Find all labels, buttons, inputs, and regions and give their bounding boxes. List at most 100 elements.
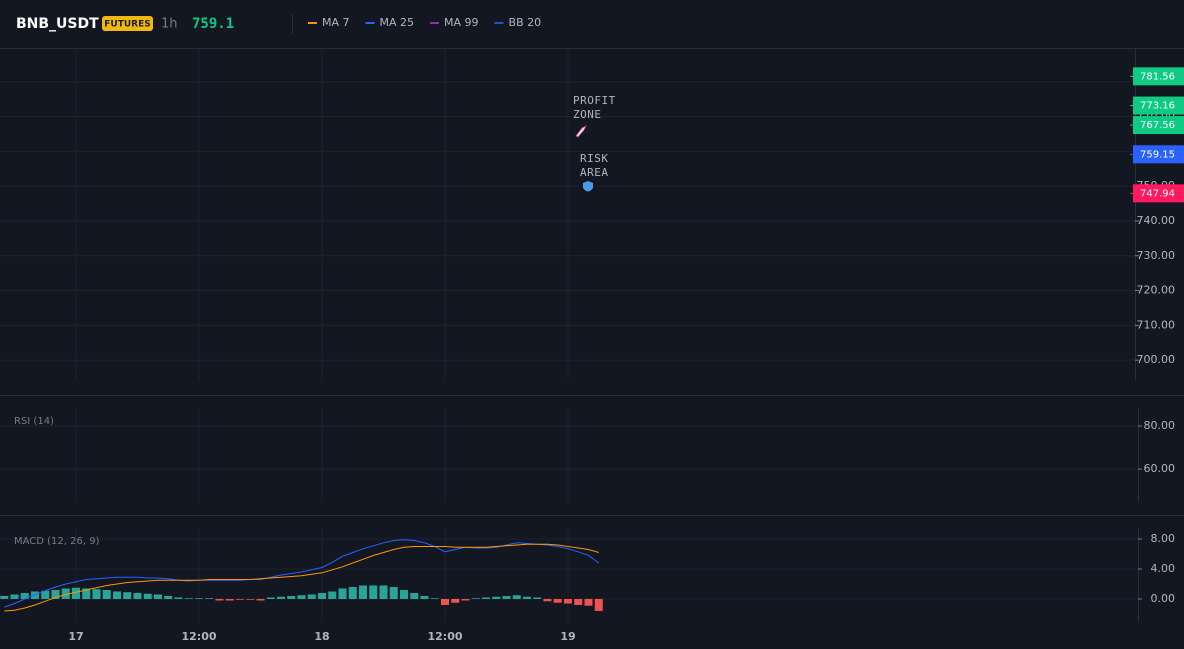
x-tick-label: 12:00 [427,630,462,643]
histogram-bar [225,598,234,601]
y-tick-label: 700.00 [1137,353,1176,366]
histogram-bar [82,588,91,599]
legend-label[interactable]: MA 7 [322,16,350,29]
histogram-bar [564,598,572,604]
y-tick-label: 730.00 [1137,249,1176,262]
symbol[interactable]: BNB_USDT [16,16,99,32]
price-tag [1133,96,1184,115]
histogram-bar [461,598,470,601]
y-tick-label: 8.00 [1151,532,1176,545]
histogram-bar [113,591,121,599]
pane-title: RSI (14) [14,416,54,427]
histogram-bar [154,594,162,599]
histogram-bar [420,595,429,599]
badge: FUTURES [104,20,150,30]
histogram-bar [72,587,80,599]
x-tick-label: 18 [314,630,329,643]
histogram-bar [594,598,603,611]
histogram-bar [297,595,306,599]
histogram-bar [369,585,378,599]
badge-bg [102,16,153,31]
histogram-bar [236,598,244,600]
rocket-icon [575,125,587,138]
last-price: 759.1 [192,16,234,32]
histogram-bar [20,592,29,599]
legend-label[interactable]: MA 25 [380,16,415,29]
histogram-bar [441,598,449,605]
histogram-bar [359,585,367,599]
histogram-bar [184,598,193,599]
x-tick-label: 17 [68,630,83,643]
histogram-bar [51,589,60,599]
annotation: RISK [580,152,609,165]
histogram-bar [174,597,183,599]
y-tick-label: 740.00 [1137,214,1176,227]
histogram-bar [61,588,70,599]
histogram-bar [123,592,132,599]
x-tick-label: 12:00 [181,630,216,643]
y-tick-label: 0.00 [1151,592,1176,605]
histogram-bar [102,589,111,599]
histogram-bar [256,598,265,601]
histogram-bar [318,592,326,599]
price-tag-label: 759.15 [1140,149,1175,160]
price-tag-label: 781.56 [1140,71,1175,82]
histogram-bar [471,598,480,599]
y-tick-label: 4.00 [1151,562,1176,575]
histogram-bar [0,595,9,599]
pane-title: MACD (12, 26, 9) [14,536,100,547]
annotation: PROFIT [573,94,616,107]
histogram-bar [266,597,275,599]
histogram-bar [195,598,203,599]
histogram-bar [92,589,101,599]
histogram-bar [574,598,583,605]
x-tick-label: 19 [560,630,575,643]
histogram-bar [389,586,398,599]
price-tag [1133,145,1184,164]
histogram-bar [523,596,531,599]
y-tick-label: 80.00 [1144,419,1176,432]
histogram-bar [410,592,419,599]
histogram-bar [246,598,255,600]
histogram-bar [400,589,408,599]
histogram-bar [348,586,357,599]
histogram-bar [328,591,337,599]
price-tag [1133,116,1184,135]
price-tag [1133,67,1184,86]
histogram-bar [533,597,542,599]
histogram-bar [512,595,521,599]
price-tag-label: 747.94 [1140,188,1175,199]
histogram-bar [287,595,296,599]
legend-label[interactable]: BB 20 [509,16,542,29]
legend-label[interactable]: MA 99 [444,16,479,29]
histogram-bar [430,598,439,599]
annotation: AREA [580,166,609,179]
histogram-bar [143,593,152,599]
price-tag-label: 767.56 [1140,120,1175,131]
histogram-bar [215,598,224,601]
histogram-bar [379,585,388,599]
y-tick-label: 60.00 [1144,462,1176,475]
histogram-bar [307,594,316,599]
y-tick-label: 720.00 [1137,284,1176,297]
price-tag [1133,184,1184,203]
histogram-bar [502,595,511,599]
histogram-bar [133,592,142,599]
histogram-bar [338,588,347,599]
histogram-bar [41,590,50,599]
histogram-bar [164,595,173,599]
histogram-bar [205,598,214,599]
histogram-bar [31,591,39,599]
histogram-bar [584,598,593,606]
annotation: ZONE [573,108,602,121]
interval[interactable]: 1h [161,17,178,32]
histogram-bar [492,596,501,599]
histogram-bar [451,598,460,603]
y-tick-label: 710.00 [1137,318,1176,331]
macd-line [4,543,599,612]
histogram-bar [277,596,285,599]
histogram-bar [10,594,19,599]
